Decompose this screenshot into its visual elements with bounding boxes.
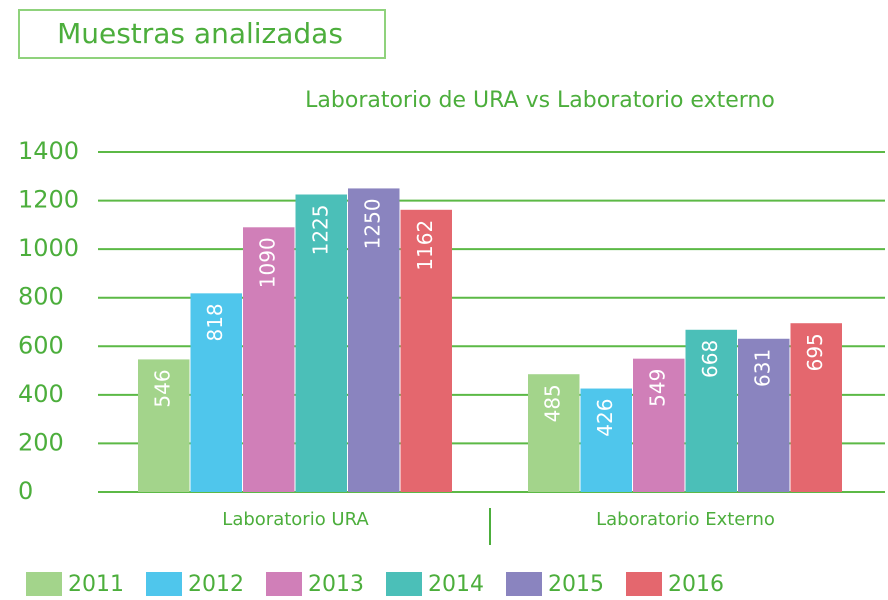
title-box bbox=[18, 9, 386, 59]
y-tick-label: 400 bbox=[18, 380, 64, 408]
bar bbox=[400, 209, 452, 493]
x-tick-label: Laboratorio Externo bbox=[596, 509, 775, 530]
legend-swatch bbox=[26, 572, 62, 596]
legend-label: 2015 bbox=[548, 572, 604, 597]
bar bbox=[190, 293, 242, 492]
value-label: 1162 bbox=[413, 220, 437, 271]
bar bbox=[738, 338, 790, 492]
y-tick-label: 1400 bbox=[18, 137, 79, 165]
value-label: 695 bbox=[803, 333, 827, 371]
chart-subtitle: Laboratorio de URA vs Laboratorio extern… bbox=[305, 88, 775, 113]
y-tick-label: 1000 bbox=[18, 234, 79, 262]
legend-label: 2012 bbox=[188, 572, 244, 597]
legend-label: 2013 bbox=[308, 572, 364, 597]
legend-label: 2016 bbox=[668, 572, 724, 597]
legend-label: 2011 bbox=[68, 572, 124, 597]
bar bbox=[348, 188, 400, 492]
bar bbox=[295, 194, 347, 492]
value-label: 631 bbox=[751, 349, 775, 387]
value-label: 426 bbox=[593, 399, 617, 437]
y-tick-label: 800 bbox=[18, 283, 64, 311]
bar bbox=[580, 388, 632, 492]
value-label: 818 bbox=[203, 303, 227, 341]
y-tick-label: 0 bbox=[18, 477, 33, 505]
value-label: 668 bbox=[698, 340, 722, 378]
legend-swatch bbox=[506, 572, 542, 596]
value-label: 1090 bbox=[256, 237, 280, 288]
legend-label: 2014 bbox=[428, 572, 484, 597]
legend-swatch bbox=[266, 572, 302, 596]
y-tick-label: 1200 bbox=[18, 186, 79, 214]
legend-swatch bbox=[626, 572, 662, 596]
value-label: 485 bbox=[541, 384, 565, 422]
value-label: 546 bbox=[151, 369, 175, 407]
y-tick-label: 200 bbox=[18, 428, 64, 456]
bar bbox=[243, 227, 295, 493]
x-tick-label: Laboratorio URA bbox=[222, 509, 369, 530]
y-tick-label: 600 bbox=[18, 331, 64, 359]
bar bbox=[633, 358, 685, 492]
bar bbox=[528, 374, 580, 492]
bar bbox=[138, 359, 190, 492]
bar bbox=[685, 329, 737, 492]
value-label: 549 bbox=[646, 369, 670, 407]
value-label: 1250 bbox=[361, 198, 385, 249]
legend-swatch bbox=[146, 572, 182, 596]
legend-swatch bbox=[386, 572, 422, 596]
bar bbox=[790, 323, 842, 492]
value-label: 1225 bbox=[308, 205, 332, 256]
chart-title: Muestras analizadas bbox=[57, 17, 343, 50]
